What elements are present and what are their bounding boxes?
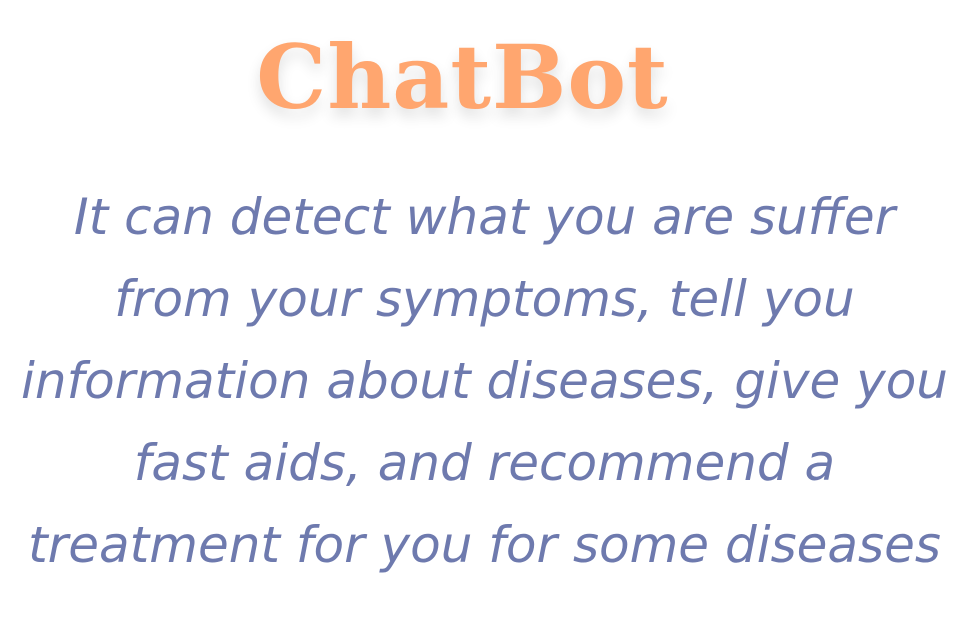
app-title: ChatBot [256,25,669,129]
description-line: treatment for you for some diseases [28,516,941,574]
description-line: It can detect what you are suffer [73,188,896,246]
description-line: fast aids, and recommend a [133,434,836,492]
description-line: information about diseases, give you [21,352,948,410]
app-description: It can detect what you are suffer from y… [0,176,969,586]
description-line: from your symptoms, tell you [114,270,855,328]
